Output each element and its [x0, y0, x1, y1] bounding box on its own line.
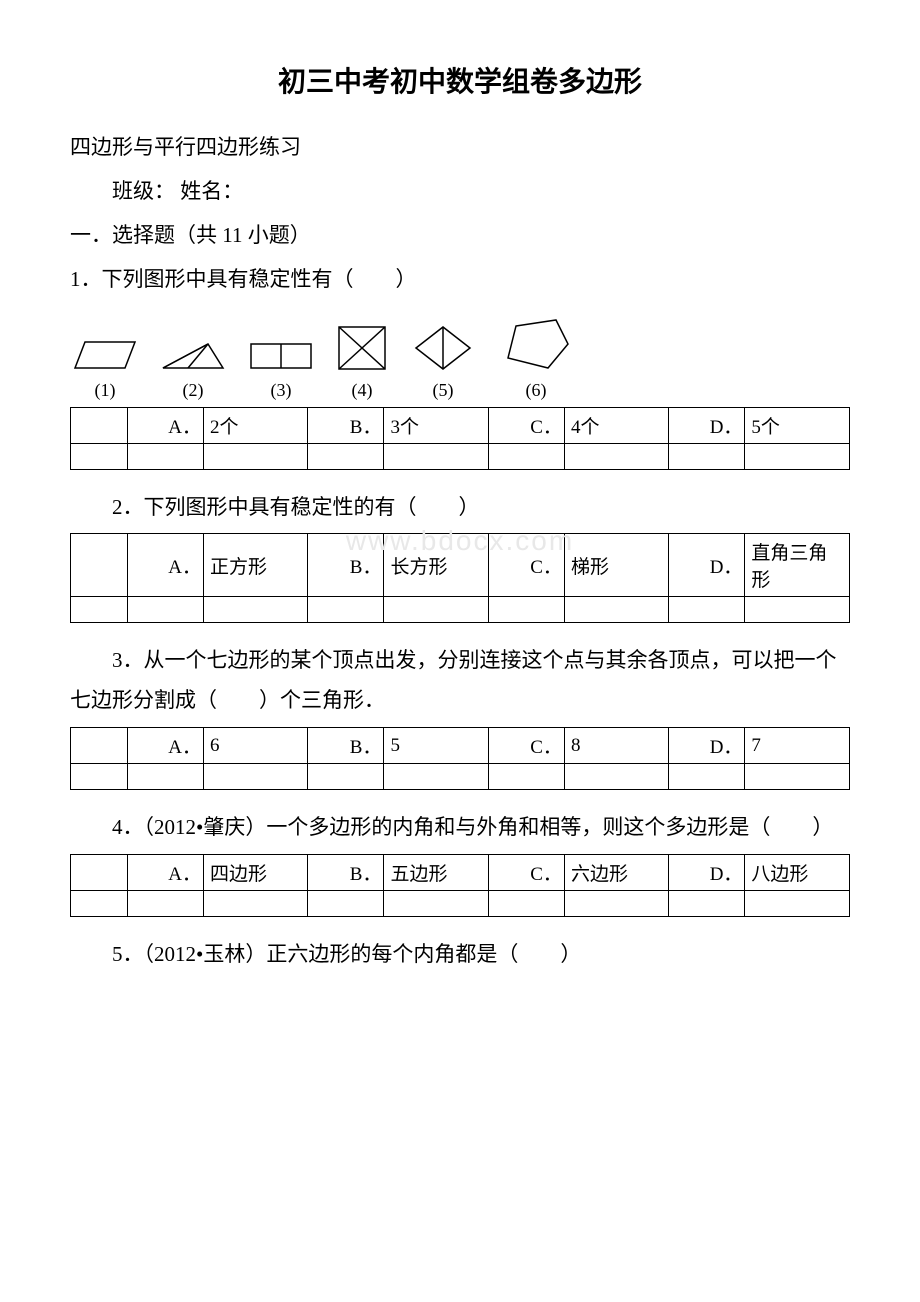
option-value: 直角三角形 — [745, 534, 850, 597]
shape-label: (5) — [433, 380, 454, 401]
shape-label: (2) — [183, 380, 204, 401]
option-value: 2个 — [203, 407, 308, 443]
shape-1: (1) — [70, 334, 140, 401]
option-value: 5个 — [745, 407, 850, 443]
question-4: 4．（2012•肇庆）一个多边形的内角和与外角和相等，则这个多边形是（ ） — [70, 808, 850, 848]
option-label: C． — [488, 407, 564, 443]
page-title: 初三中考初中数学组卷多边形 — [70, 60, 850, 100]
form-line: 班级： 姓名： — [70, 172, 850, 212]
option-label: C． — [488, 534, 564, 597]
shape-label: (3) — [271, 380, 292, 401]
shape-label: (6) — [526, 380, 547, 401]
option-label: B． — [308, 407, 384, 443]
table-row: A． 2个 B． 3个 C． 4个 D． 5个 — [71, 407, 850, 443]
parallelogram-icon — [70, 334, 140, 374]
option-value: 5 — [384, 728, 489, 764]
question-3: 3．从一个七边形的某个顶点出发，分别连接这个点与其余各顶点，可以把一个七边形分割… — [70, 641, 850, 721]
option-value: 长方形 — [384, 534, 489, 597]
split-rectangle-icon — [246, 334, 316, 374]
table-row — [71, 764, 850, 790]
shape-label: (1) — [95, 380, 116, 401]
option-value: 五边形 — [384, 855, 489, 891]
option-label: B． — [308, 534, 384, 597]
q1-options-table: A． 2个 B． 3个 C． 4个 D． 5个 — [70, 407, 850, 470]
option-value: 7 — [745, 728, 850, 764]
option-value: 梯形 — [564, 534, 669, 597]
option-label: D． — [669, 407, 745, 443]
shape-label: (4) — [352, 380, 373, 401]
quad-diag-icon — [408, 322, 478, 374]
q4-options-table: A． 四边形 B． 五边形 C． 六边形 D． 八边形 — [70, 854, 850, 917]
option-label: B． — [308, 855, 384, 891]
triangle-braced-icon — [158, 334, 228, 374]
shapes-figure: (1) (2) (3) (4) (5) (6) — [70, 314, 850, 401]
option-value: 八边形 — [745, 855, 850, 891]
table-row — [71, 443, 850, 469]
question-1: 1．下列图形中具有稳定性有（ ） — [70, 260, 850, 300]
option-label: D． — [669, 855, 745, 891]
option-value: 六边形 — [564, 855, 669, 891]
option-label: B． — [308, 728, 384, 764]
table-row: A． 四边形 B． 五边形 C． 六边形 D． 八边形 — [71, 855, 850, 891]
option-label: A． — [127, 855, 203, 891]
shape-3: (3) — [246, 334, 316, 401]
option-value: 4个 — [564, 407, 669, 443]
subtitle: 四边形与平行四边形练习 — [70, 128, 850, 168]
section-heading: 一．选择题（共 11 小题） — [70, 216, 850, 256]
question-2: 2．下列图形中具有稳定性的有（ ） — [70, 488, 850, 528]
question-5: 5．（2012•玉林）正六边形的每个内角都是（ ） — [70, 935, 850, 975]
option-label: D． — [669, 728, 745, 764]
square-x-icon — [334, 322, 390, 374]
option-value: 3个 — [384, 407, 489, 443]
option-label: A． — [127, 534, 203, 597]
option-label: C． — [488, 855, 564, 891]
option-value: 8 — [564, 728, 669, 764]
option-value: 6 — [203, 728, 308, 764]
option-value: 四边形 — [203, 855, 308, 891]
option-label: C． — [488, 728, 564, 764]
shape-5: (5) — [408, 322, 478, 401]
q2-options-table: A． 正方形 B． 长方形 C． 梯形 D． 直角三角形 — [70, 533, 850, 623]
shape-6: (6) — [496, 314, 576, 401]
table-row: A． 正方形 B． 长方形 C． 梯形 D． 直角三角形 — [71, 534, 850, 597]
option-label: A． — [127, 728, 203, 764]
shape-4: (4) — [334, 322, 390, 401]
table-row — [71, 891, 850, 917]
table-row — [71, 597, 850, 623]
pentagon-icon — [496, 314, 576, 374]
q3-options-table: A． 6 B． 5 C． 8 D． 7 — [70, 727, 850, 790]
shape-2: (2) — [158, 334, 228, 401]
option-label: D． — [669, 534, 745, 597]
option-value: 正方形 — [203, 534, 308, 597]
option-label: A． — [127, 407, 203, 443]
table-row: A． 6 B． 5 C． 8 D． 7 — [71, 728, 850, 764]
